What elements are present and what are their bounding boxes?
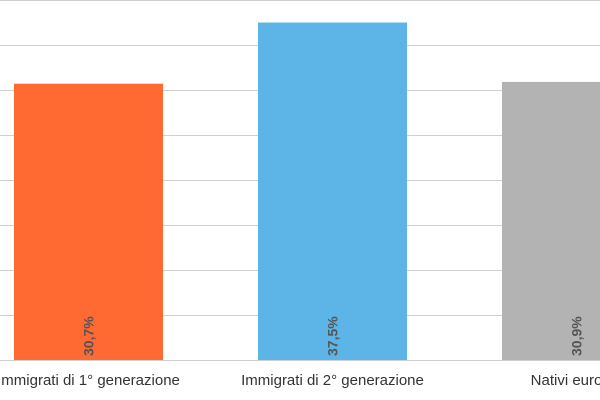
bar xyxy=(258,22,407,360)
bar xyxy=(14,83,163,360)
x-tick-label: Immigrati di 1° generazione xyxy=(0,372,180,389)
value-label: 37,5% xyxy=(325,316,341,356)
x-tick-label: Nativi europei xyxy=(531,372,600,389)
x-tick-label: Immigrati di 2° generazione xyxy=(241,372,424,389)
bar xyxy=(502,81,600,361)
value-label: 30,7% xyxy=(81,316,97,356)
value-label: 30,9% xyxy=(569,316,585,356)
